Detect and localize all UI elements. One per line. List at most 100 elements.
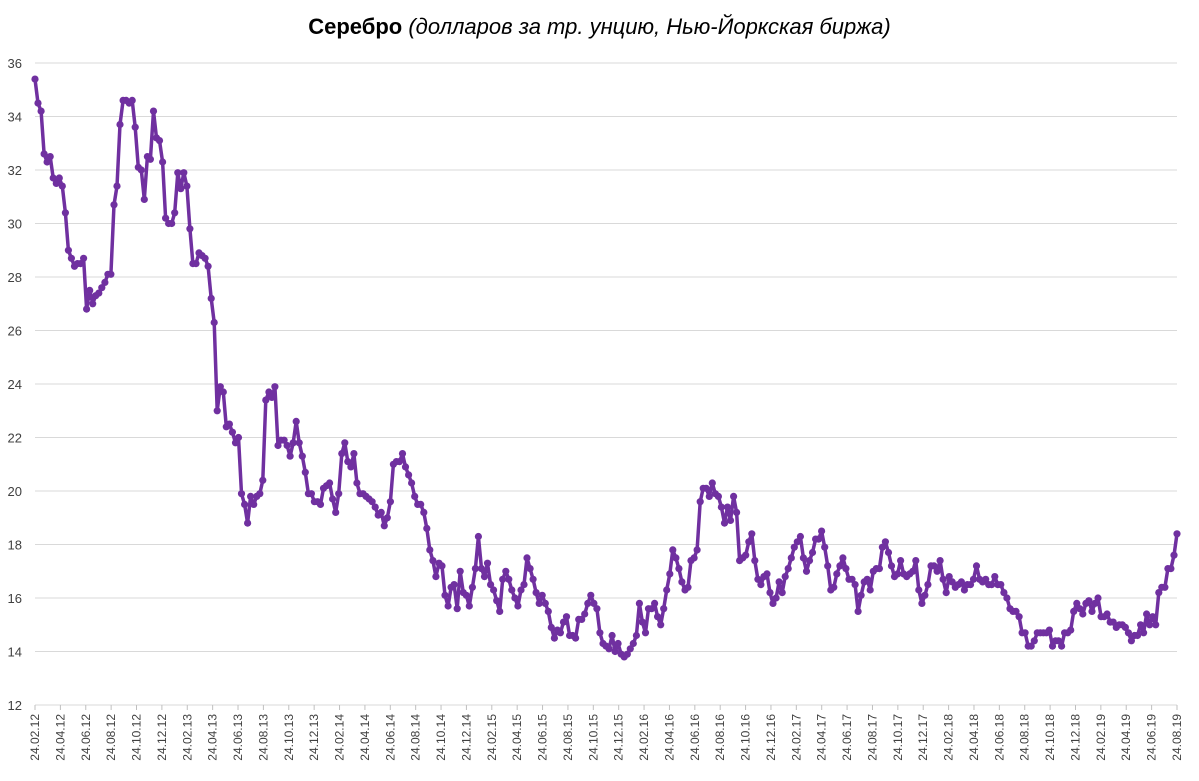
- data-point: [408, 479, 416, 487]
- data-point: [1015, 613, 1023, 621]
- data-point: [833, 570, 841, 578]
- data-point: [969, 575, 978, 583]
- data-point: [808, 548, 817, 557]
- data-point: [432, 573, 440, 581]
- data-point: [505, 575, 513, 583]
- x-tick-label: 24.08.16: [713, 714, 727, 761]
- data-point: [538, 591, 546, 599]
- data-point: [818, 527, 826, 535]
- data-point: [514, 602, 522, 610]
- data-point: [295, 439, 303, 447]
- data-point: [793, 538, 801, 546]
- x-tick-label: 24.02.19: [1094, 714, 1108, 761]
- data-point: [350, 450, 358, 458]
- data-point: [836, 562, 844, 570]
- data-point: [107, 270, 115, 278]
- data-point: [480, 573, 489, 581]
- data-point: [1170, 551, 1178, 559]
- data-point: [329, 495, 337, 503]
- data-point: [702, 484, 710, 492]
- data-point: [465, 602, 473, 610]
- data-point: [909, 567, 917, 575]
- data-point: [769, 599, 777, 608]
- data-point: [723, 503, 732, 511]
- data-point: [149, 107, 158, 115]
- data-point: [824, 562, 832, 570]
- data-point: [733, 508, 741, 516]
- data-point: [192, 260, 200, 268]
- data-point: [988, 581, 996, 589]
- data-point: [441, 591, 449, 599]
- data-point: [64, 246, 72, 254]
- data-point: [280, 436, 288, 444]
- data-point: [839, 554, 847, 562]
- x-tick-label: 24.06.19: [1145, 714, 1159, 761]
- data-point: [1045, 626, 1053, 634]
- x-tick-label: 24.02.18: [942, 714, 956, 761]
- data-point: [34, 99, 42, 107]
- data-point: [648, 605, 656, 613]
- x-tick-label: 24.06.12: [79, 714, 93, 761]
- data-point: [593, 605, 601, 613]
- data-point: [991, 573, 999, 581]
- data-point: [259, 476, 267, 484]
- data-point: [957, 578, 966, 586]
- data-point: [541, 599, 549, 608]
- data-point: [174, 169, 182, 177]
- chart-title: Серебро (долларов за тр. унцию, Нью-Йорк…: [0, 14, 1199, 40]
- x-tick-label: 24.02.13: [180, 714, 194, 761]
- data-point: [210, 318, 218, 327]
- data-point: [423, 524, 431, 533]
- x-tick-label: 24.08.17: [865, 714, 879, 761]
- data-point: [268, 393, 276, 401]
- data-point: [493, 597, 501, 605]
- data-point: [332, 508, 340, 516]
- data-point: [717, 503, 726, 511]
- data-point: [632, 631, 641, 640]
- data-point: [61, 209, 69, 217]
- data-point: [948, 578, 956, 586]
- data-point: [960, 586, 969, 594]
- data-point: [426, 546, 434, 554]
- data-point: [745, 538, 753, 546]
- data-point: [307, 490, 315, 498]
- y-tick-label: 26: [8, 324, 22, 339]
- data-point: [58, 182, 66, 190]
- data-point: [247, 492, 255, 500]
- data-point: [1155, 589, 1163, 597]
- series-silver-price: [31, 75, 1181, 661]
- data-point: [490, 586, 498, 594]
- data-point: [1103, 610, 1111, 618]
- chart-title-subtitle: (долларов за тр. унцию, Нью-Йоркская бир…: [408, 14, 891, 39]
- data-point: [705, 492, 713, 500]
- data-point: [183, 182, 191, 190]
- data-point: [201, 254, 209, 262]
- x-tick-label: 24.08.15: [561, 714, 575, 761]
- data-point: [383, 514, 391, 522]
- data-point: [326, 479, 334, 487]
- data-point: [405, 471, 413, 479]
- data-point: [751, 557, 759, 565]
- x-tick-label: 24.06.17: [840, 714, 854, 761]
- data-point: [766, 589, 774, 597]
- data-point: [116, 120, 124, 129]
- data-point: [1167, 565, 1175, 573]
- x-tick-label: 24.02.17: [789, 714, 803, 761]
- data-point: [216, 383, 224, 391]
- data-point: [250, 500, 258, 508]
- data-point: [915, 586, 923, 594]
- data-point: [225, 420, 233, 428]
- x-axis: 24.02.12 24.04.12 24.06.12 24.08.12 24.10.12…: [28, 705, 1184, 761]
- data-point: [587, 591, 595, 599]
- data-point: [742, 551, 750, 559]
- data-point: [453, 605, 461, 613]
- data-point: [1054, 637, 1063, 645]
- data-point: [146, 155, 154, 163]
- data-point: [89, 300, 97, 308]
- data-point: [887, 562, 896, 570]
- data-point: [204, 262, 212, 270]
- data-point: [623, 650, 631, 658]
- x-tick-label: 24.04.15: [510, 714, 524, 761]
- data-point: [1021, 629, 1029, 637]
- data-point: [462, 591, 470, 599]
